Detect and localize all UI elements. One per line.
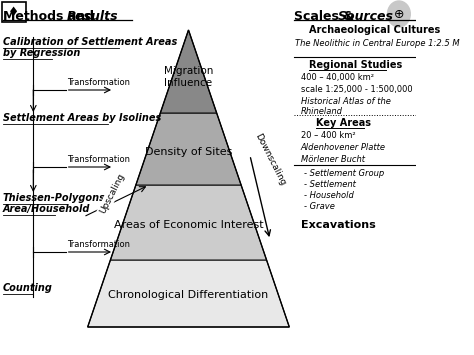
Polygon shape — [136, 113, 241, 185]
Text: - Grave: - Grave — [304, 202, 335, 211]
Text: Transformation: Transformation — [67, 240, 130, 249]
Text: - Settlement Group: - Settlement Group — [304, 169, 384, 178]
Polygon shape — [110, 185, 266, 260]
Text: Sources: Sources — [337, 10, 393, 23]
Text: Settlement Areas by Isolines: Settlement Areas by Isolines — [3, 113, 161, 123]
Text: Historical Atlas of the: Historical Atlas of the — [301, 97, 391, 106]
Text: Migration
Influence: Migration Influence — [164, 66, 213, 88]
Text: Chronological Differentiation: Chronological Differentiation — [109, 290, 269, 300]
Text: Excavations: Excavations — [301, 220, 375, 230]
Text: Key Areas: Key Areas — [316, 118, 371, 128]
Text: Thiessen-Polygons: Thiessen-Polygons — [3, 193, 106, 203]
Text: 400 – 40,000 km²: 400 – 40,000 km² — [301, 73, 374, 82]
Text: Regional Studies: Regional Studies — [310, 60, 403, 70]
Text: Rhineland: Rhineland — [301, 107, 343, 116]
Text: Calibration of Settlement Areas: Calibration of Settlement Areas — [3, 37, 177, 47]
Text: by Regression: by Regression — [3, 48, 80, 58]
Text: Mörlener Bucht: Mörlener Bucht — [301, 155, 365, 164]
Text: 20 – 400 km²: 20 – 400 km² — [301, 131, 356, 140]
Text: ♦: ♦ — [9, 5, 19, 18]
Bar — [2, 2, 26, 22]
Text: Areas of Economic Interest: Areas of Economic Interest — [114, 220, 263, 230]
Text: Counting: Counting — [3, 283, 53, 293]
Polygon shape — [160, 30, 217, 113]
Text: - Household: - Household — [304, 191, 354, 200]
Text: - Settlement: - Settlement — [304, 180, 356, 189]
Text: Transformation: Transformation — [67, 155, 130, 164]
Text: Results: Results — [67, 10, 118, 23]
Text: Transformation: Transformation — [67, 78, 130, 87]
Polygon shape — [88, 260, 289, 327]
Text: The Neolithic in Central Europe 1:2.5 M: The Neolithic in Central Europe 1:2.5 M — [295, 39, 460, 48]
Text: Methods and: Methods and — [3, 10, 98, 23]
Text: scale 1:25,000 - 1:500,000: scale 1:25,000 - 1:500,000 — [301, 85, 412, 94]
Text: Area/Household: Area/Household — [3, 204, 90, 214]
Text: ⊕: ⊕ — [393, 7, 404, 21]
Text: Archaeological Cultures: Archaeological Cultures — [310, 25, 441, 35]
Text: Aldenhovener Platte: Aldenhovener Platte — [301, 143, 386, 152]
Text: Scales &: Scales & — [294, 10, 358, 23]
Text: Upscaling: Upscaling — [98, 171, 126, 215]
Text: Density of Sites: Density of Sites — [145, 147, 232, 157]
Circle shape — [388, 1, 410, 27]
Text: Downscaling: Downscaling — [253, 132, 287, 187]
